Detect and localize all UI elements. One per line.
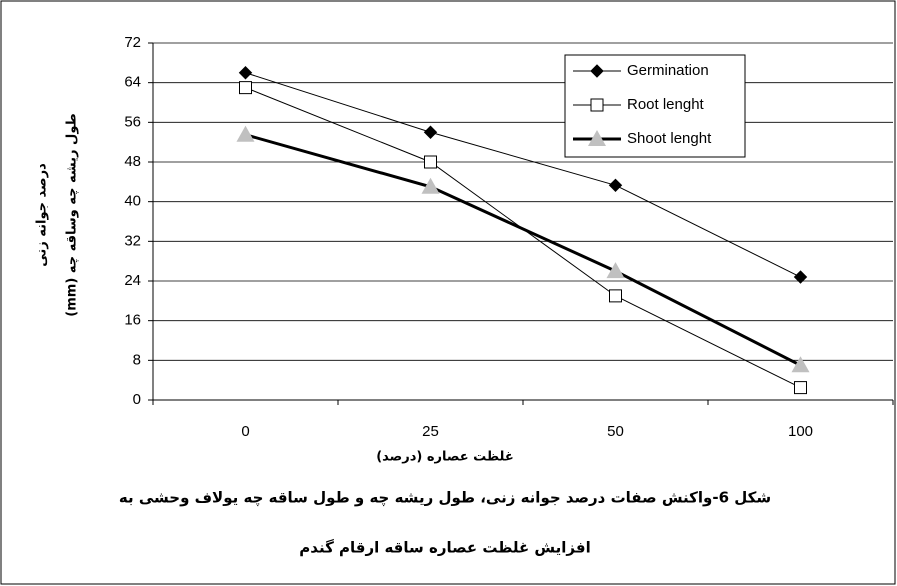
series-line <box>245 72 801 278</box>
data-point <box>794 381 807 395</box>
data-point <box>791 356 810 373</box>
y-tick-label: 48 <box>124 153 141 170</box>
legend-marker <box>590 64 604 78</box>
data-point <box>238 66 253 80</box>
y-tick-label: 40 <box>124 193 141 210</box>
y-tick-label: 8 <box>133 351 141 368</box>
caption: افزایش غلظت عصاره ساقه ارقام گندم <box>299 539 590 557</box>
legend-marker <box>590 98 604 112</box>
data-point <box>239 81 252 95</box>
legend-marker <box>588 130 606 146</box>
data-point <box>423 125 438 139</box>
y-tick-label: 56 <box>124 113 141 130</box>
y-tick-label: 0 <box>133 391 141 408</box>
x-tick-label: 100 <box>788 423 813 440</box>
data-point <box>608 178 623 193</box>
y-tick-label: 16 <box>124 312 141 329</box>
data-point <box>236 125 255 142</box>
caption: شکل 6-واکنش صفات درصد جوانه زنی، طول ریش… <box>119 489 771 508</box>
data-point <box>424 155 437 169</box>
y-axis-label: طول ریشه چه وساقه چه (mm) <box>65 113 80 316</box>
data-point <box>793 270 808 284</box>
legend-label: Shoot lenght <box>627 130 712 147</box>
y-tick-label: 64 <box>124 74 141 91</box>
series-line <box>245 133 802 367</box>
data-point <box>421 177 440 194</box>
x-tick-label: 25 <box>422 423 439 440</box>
x-tick-label: 0 <box>241 423 249 440</box>
x-tick-label: 50 <box>607 423 624 440</box>
data-point <box>609 289 622 303</box>
legend-label: Root lenght <box>627 96 705 113</box>
data-point <box>606 262 625 279</box>
y-tick-label: 24 <box>124 272 141 289</box>
y-tick-label: 72 <box>124 34 141 51</box>
y-axis-label: درصد جوانه زنی <box>35 163 50 267</box>
y-tick-label: 32 <box>124 232 141 249</box>
x-axis-label: غلظت عصاره (درصد) <box>376 450 514 465</box>
legend-label: Germination <box>627 62 709 79</box>
